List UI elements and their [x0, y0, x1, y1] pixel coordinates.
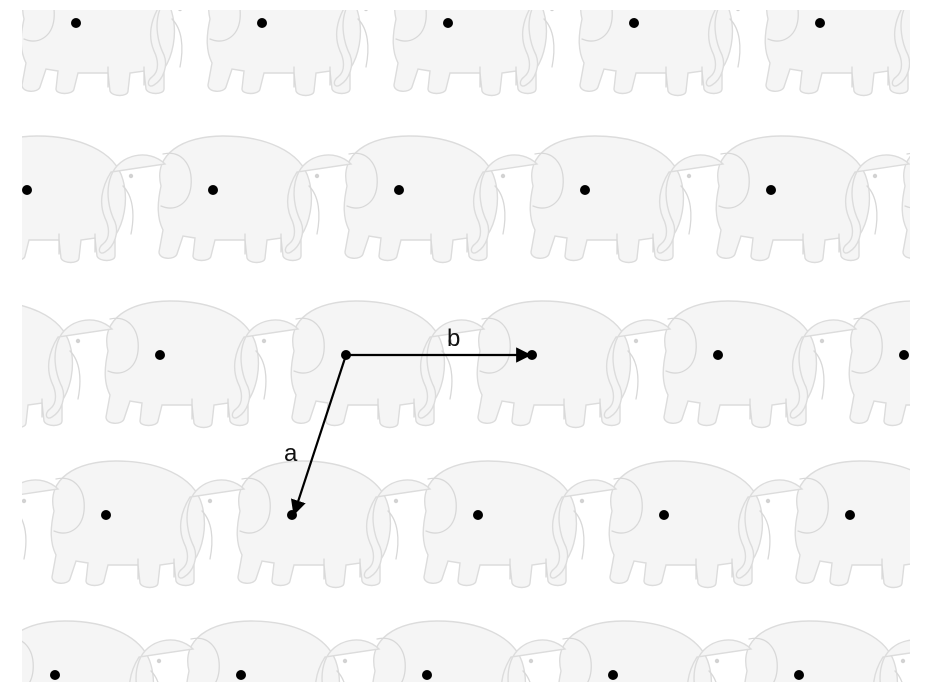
elephant-icon	[147, 10, 369, 97]
elephant-icon	[687, 620, 903, 682]
elephant-icon	[98, 135, 320, 264]
lattice-point	[101, 510, 111, 520]
lattice-point	[257, 18, 267, 28]
lattice-point	[22, 185, 32, 195]
lattice-point	[394, 185, 404, 195]
lattice-point	[713, 350, 723, 360]
elephant-icon	[519, 10, 741, 97]
elephant-icon	[417, 300, 639, 429]
lattice-point	[443, 18, 453, 28]
vector-b-label: b	[447, 325, 460, 352]
vector-a-arrow	[290, 354, 348, 516]
lattice-point	[155, 350, 165, 360]
elephant-icon	[549, 460, 771, 589]
elephant-icon	[891, 10, 910, 87]
elephant-icon	[129, 620, 345, 682]
lattice-point	[208, 185, 218, 195]
elephant-icon	[922, 461, 927, 588]
lattice-points	[22, 18, 909, 680]
elephant-icon	[333, 10, 555, 97]
elephant-icon	[501, 620, 717, 682]
elephant-icon	[22, 305, 81, 428]
vector-a-label: a	[284, 440, 298, 467]
lattice-point	[71, 18, 81, 28]
lattice-point	[815, 18, 825, 28]
elephant-icon	[656, 135, 878, 264]
elephant-icon	[873, 639, 910, 682]
elephant-icon	[735, 460, 910, 589]
lattice-point	[608, 670, 618, 680]
elephant-icon	[45, 300, 267, 429]
lattice-point	[845, 510, 855, 520]
elephant-icon	[22, 620, 159, 682]
lattice-point	[236, 670, 246, 680]
elephant-icon	[315, 620, 531, 682]
basis-vectors: a b	[284, 325, 532, 516]
lattice-point	[899, 350, 909, 360]
elephant-icon	[284, 135, 506, 264]
elephant-icon	[842, 153, 910, 259]
elephant-icon	[231, 300, 453, 429]
lattice-point	[422, 670, 432, 680]
lattice-point	[580, 185, 590, 195]
lattice-point	[629, 18, 639, 28]
elephant-icon	[603, 300, 825, 429]
elephant-icon	[705, 10, 910, 97]
lattice-point	[473, 510, 483, 520]
lattice-point	[766, 185, 776, 195]
elephant-icon	[470, 135, 692, 264]
elephant-icon	[363, 460, 585, 589]
elephant-icon	[22, 135, 134, 264]
elephant-icon	[22, 460, 213, 589]
elephant-icon	[789, 300, 910, 427]
lattice-point	[50, 670, 60, 680]
elephant-icon	[177, 460, 399, 589]
elephant-icon	[22, 518, 27, 560]
lattice-point	[794, 670, 804, 680]
elephant-icon	[22, 10, 183, 97]
lattice-point	[659, 510, 669, 520]
